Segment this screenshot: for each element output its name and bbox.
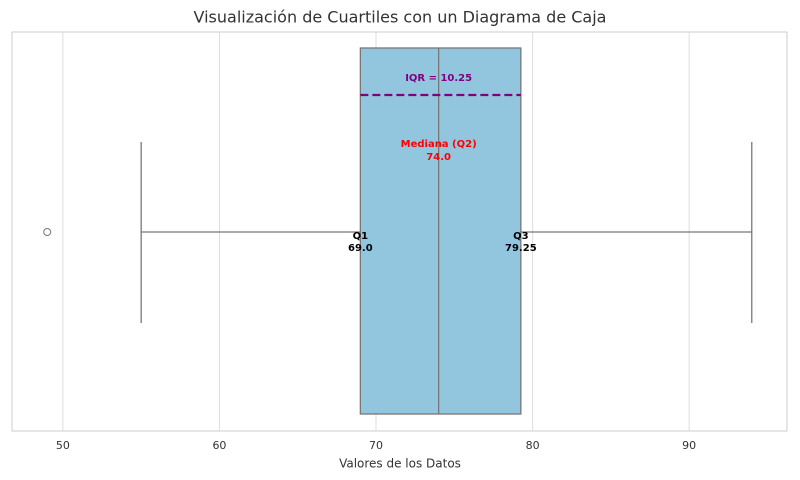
box bbox=[359, 47, 522, 415]
iqr-label: IQR = 10.25 bbox=[405, 73, 472, 84]
x-tick-label: 70 bbox=[369, 439, 383, 452]
median-value: 74.0 bbox=[426, 152, 451, 163]
q1-name: Q1 bbox=[353, 231, 369, 242]
x-axis-label: Valores de los Datos bbox=[339, 457, 461, 471]
q3-name: Q3 bbox=[513, 231, 529, 242]
chart-title: Visualización de Cuartiles con un Diagra… bbox=[194, 8, 607, 27]
x-tick-label: 60 bbox=[212, 439, 226, 452]
x-tick-label: 90 bbox=[682, 439, 696, 452]
q1-value: 69.0 bbox=[348, 243, 373, 254]
median-name: Mediana (Q2) bbox=[401, 139, 477, 150]
outlier bbox=[43, 228, 52, 236]
x-tick-label: 50 bbox=[56, 439, 70, 452]
q3-value: 79.25 bbox=[505, 243, 537, 254]
x-tick-label: 80 bbox=[526, 439, 540, 452]
